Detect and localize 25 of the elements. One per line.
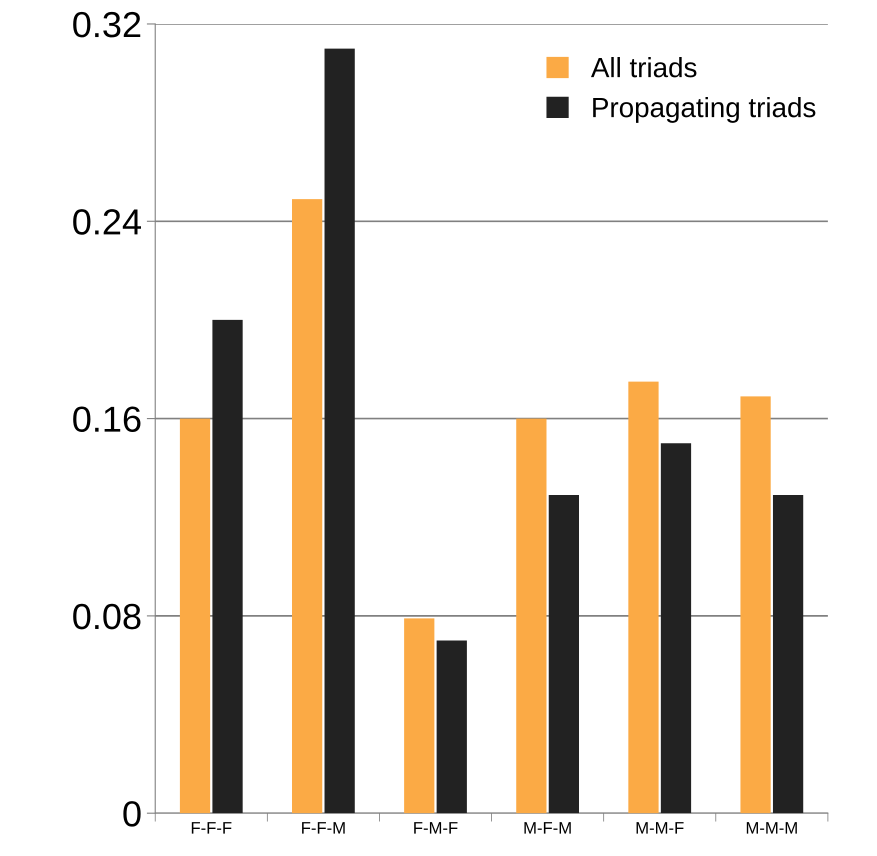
bar xyxy=(212,320,243,814)
y-tick-label: 0.08 xyxy=(73,604,140,630)
bar xyxy=(324,48,355,814)
bar xyxy=(516,418,546,814)
bar xyxy=(772,495,804,814)
x-tick-label: F-F-F xyxy=(192,822,232,834)
x-tick-label: F-F-M xyxy=(302,822,345,834)
bar xyxy=(548,495,580,814)
bar xyxy=(180,418,210,814)
y-tick-label: 0.16 xyxy=(73,406,140,432)
bar xyxy=(660,443,692,814)
x-tick-label: M-M-F xyxy=(636,822,684,834)
bar xyxy=(404,618,434,814)
legend-label: All triads xyxy=(590,57,696,78)
bar xyxy=(628,382,659,814)
y-tick-label: 0.32 xyxy=(73,12,140,38)
x-tick-label: F-M-F xyxy=(414,822,458,834)
y-tick-label: 0 xyxy=(123,801,141,827)
bar xyxy=(292,199,322,814)
bar xyxy=(436,640,467,814)
y-tick-label: 0.24 xyxy=(73,209,141,235)
bar xyxy=(740,396,771,814)
x-tick-label: M-F-M xyxy=(524,822,571,834)
x-tick-label: M-M-M xyxy=(746,822,797,834)
legend-label: Propagating triads xyxy=(593,96,816,123)
